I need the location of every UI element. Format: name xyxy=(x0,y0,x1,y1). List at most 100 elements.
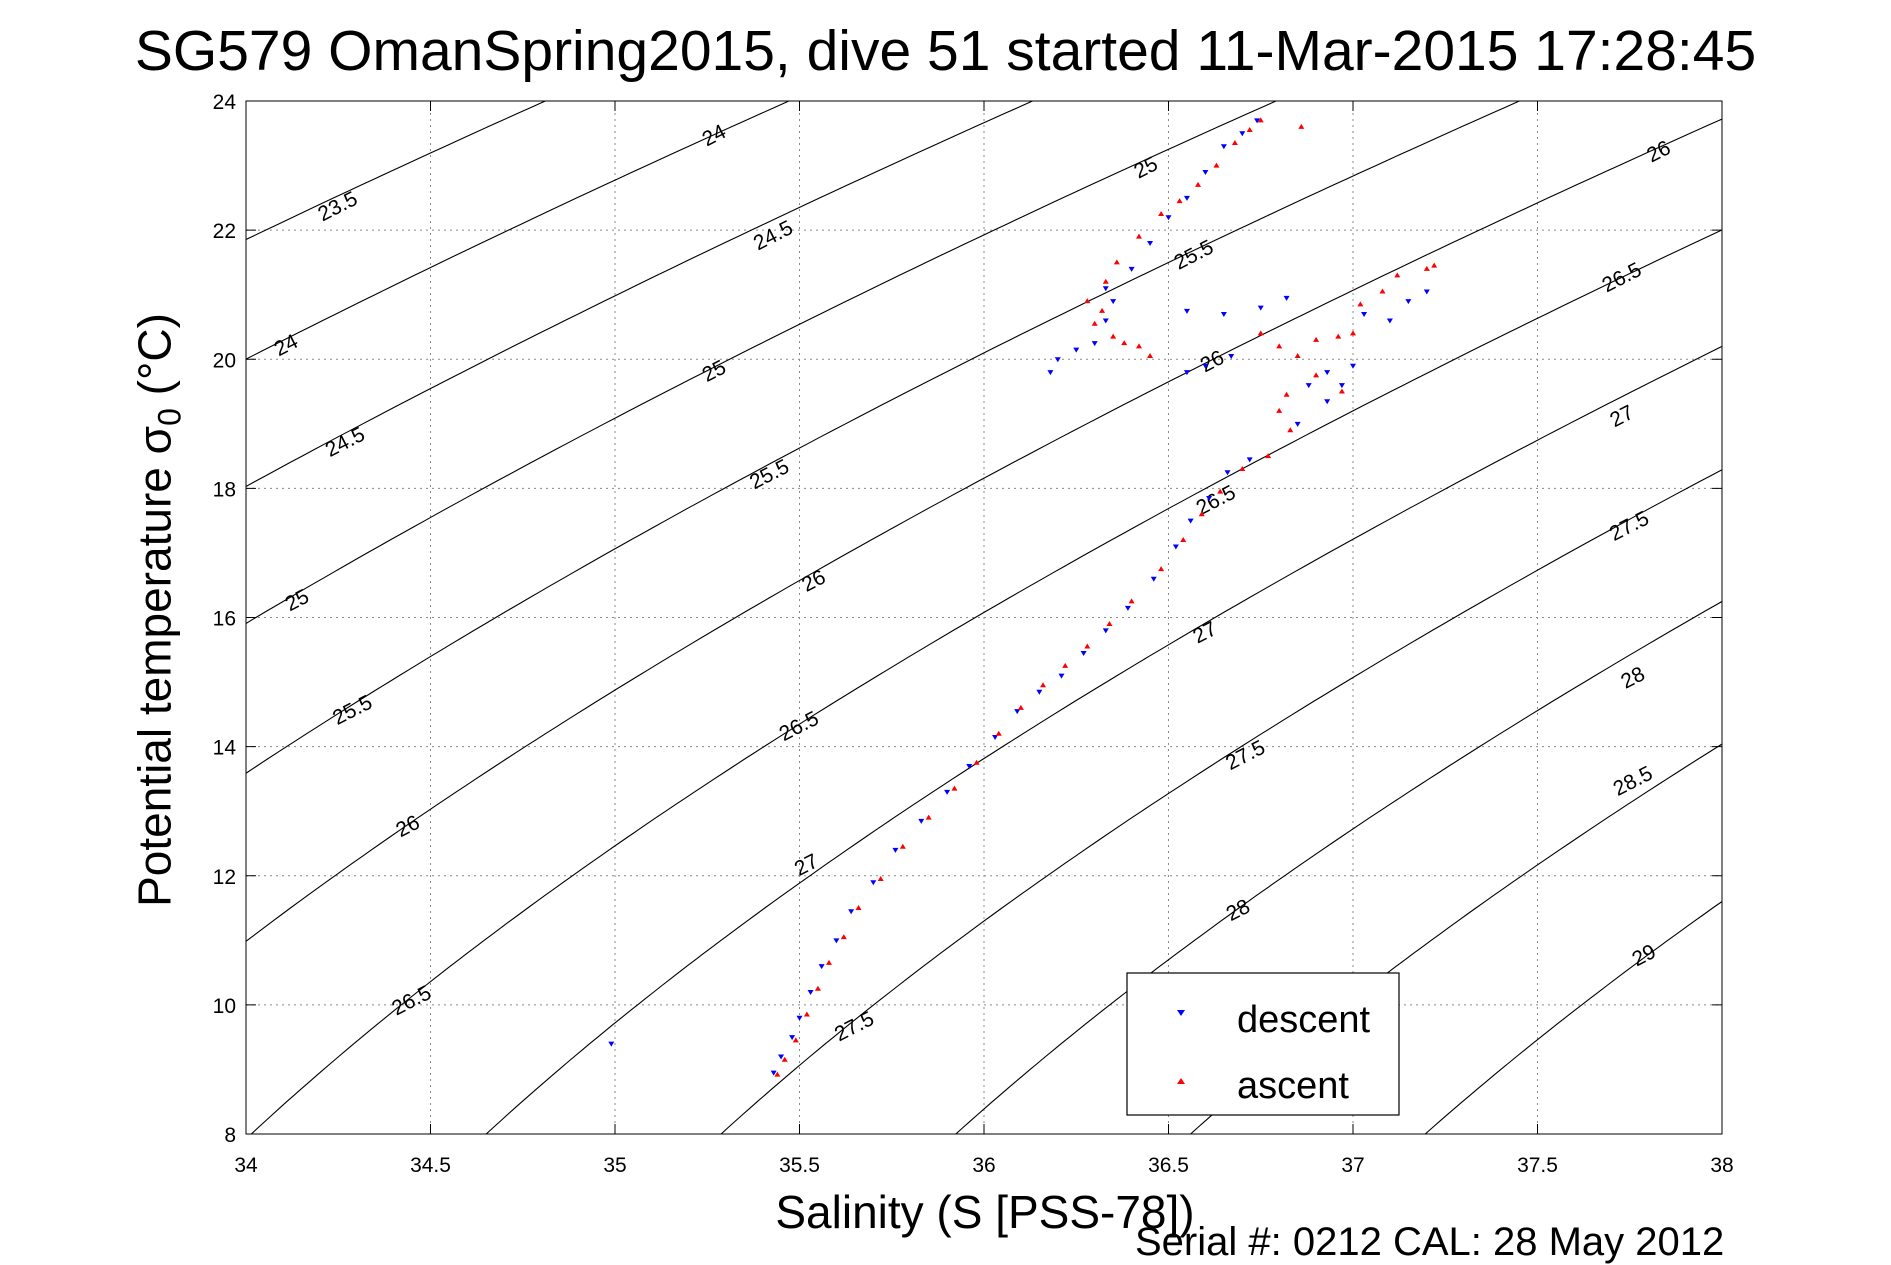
descent-point xyxy=(1150,576,1157,582)
x-tick-label: 36.5 xyxy=(1148,1154,1189,1177)
ascent-point xyxy=(1276,343,1283,349)
ascent-point xyxy=(951,785,958,791)
ascent-point xyxy=(1128,598,1135,604)
ascent-point xyxy=(855,905,862,911)
descent-point xyxy=(1014,709,1021,715)
ascent-point xyxy=(1110,333,1117,339)
descent-point xyxy=(1036,689,1043,695)
descent-point xyxy=(1147,241,1154,247)
descent-point xyxy=(1102,628,1109,634)
descent-point xyxy=(1054,357,1061,363)
descent-point xyxy=(789,1035,796,1041)
contour-labels: 24 23.5 24.5 25 25.5 26 26.5 24 25 24.5 25.5 26 26.5… xyxy=(271,120,1675,1046)
ascent-point xyxy=(1121,340,1128,346)
contour-label: 25.5 xyxy=(1170,236,1217,275)
sigma0-contour-line xyxy=(246,118,1722,942)
ascent-point xyxy=(1135,233,1142,239)
contour-label: 26 xyxy=(1197,346,1228,377)
descent-point xyxy=(1294,421,1301,427)
legend-descent-marker xyxy=(1177,1010,1185,1016)
y-tick-label: 20 xyxy=(213,349,236,372)
ascent-point xyxy=(1313,336,1320,342)
ascent-point xyxy=(803,1011,810,1017)
ascent-point xyxy=(781,1056,788,1062)
x-tick-label: 35.5 xyxy=(779,1154,820,1177)
ascent-point xyxy=(1298,123,1305,129)
descent-point xyxy=(1361,312,1368,318)
descent-point xyxy=(1165,215,1172,221)
ascent-point xyxy=(1217,488,1224,494)
descent-point xyxy=(1187,518,1194,524)
descent-point xyxy=(1047,370,1054,376)
ascent-point xyxy=(774,1071,781,1077)
descent-point xyxy=(608,1041,615,1047)
ascent-point xyxy=(1147,353,1154,359)
descent-point xyxy=(1257,305,1264,311)
descent-point xyxy=(1202,170,1209,176)
descent-point xyxy=(1124,605,1131,611)
y-axis-label-text: Potential temperature σ xyxy=(128,425,181,907)
ascent-point xyxy=(1294,353,1301,359)
legend-ascent-marker xyxy=(1177,1078,1185,1084)
contour-label: 26.5 xyxy=(1193,481,1240,520)
contour-label: 25 xyxy=(699,356,730,387)
ascent-point xyxy=(1106,620,1113,626)
serial-calibration-note: Serial #: 0212 CAL: 28 May 2012 xyxy=(1135,1220,1725,1264)
sigma0-contour-line xyxy=(246,101,1034,488)
descent-point xyxy=(992,734,999,740)
descent-point xyxy=(1338,383,1345,389)
ascent-point xyxy=(1350,330,1356,336)
ascent-point xyxy=(1394,272,1401,278)
contour-label: 27.5 xyxy=(1222,736,1269,775)
descent-point xyxy=(1246,457,1253,463)
ascent-point xyxy=(1084,298,1091,304)
descent-point xyxy=(1350,363,1356,369)
descent-point xyxy=(1324,370,1331,376)
ascent-point xyxy=(995,730,1002,736)
contour-label: 26 xyxy=(798,566,829,597)
ascent-point xyxy=(973,759,980,765)
sigma0-contour-line xyxy=(954,600,1722,1134)
y-tick-label: 16 xyxy=(213,608,236,631)
ascent-point xyxy=(1287,427,1294,433)
contour-label: 25.5 xyxy=(329,691,376,730)
descent-point xyxy=(966,763,973,769)
sigma0-contour-line xyxy=(246,101,547,241)
descent-point xyxy=(1102,286,1109,292)
ascent-point xyxy=(1313,372,1320,378)
x-tick-label: 34 xyxy=(234,1154,258,1177)
x-axis-label: Salinity (S [PSS-78]) xyxy=(775,1186,1195,1238)
sigma0-contour-line xyxy=(720,469,1722,1134)
ascent-point xyxy=(826,959,833,965)
ascent-point xyxy=(1040,682,1047,688)
x-tick-label: 36 xyxy=(972,1154,995,1177)
contour-label: 26.5 xyxy=(388,981,435,1020)
sigma0-contour-line xyxy=(246,101,1521,774)
ascent-point xyxy=(1431,262,1438,268)
ascent-point xyxy=(925,814,932,820)
descent-point xyxy=(870,880,877,886)
descent-point xyxy=(1183,195,1190,201)
x-tick-label: 35 xyxy=(603,1154,626,1177)
ascent-point xyxy=(1113,259,1120,265)
data-points xyxy=(608,117,1438,1077)
descent-point xyxy=(848,909,855,915)
descent-point xyxy=(1110,299,1117,305)
density-contours xyxy=(246,101,1722,1134)
x-tick-label: 37 xyxy=(1341,1154,1364,1177)
ascent-point xyxy=(1265,453,1272,459)
ascent-point xyxy=(1158,566,1165,572)
descent-point xyxy=(1183,308,1190,314)
x-tick-label: 37.5 xyxy=(1517,1154,1558,1177)
sigma0-contour-line xyxy=(485,345,1722,1134)
descent-point xyxy=(918,818,925,824)
ascent-point xyxy=(1084,643,1091,649)
y-axis-label: Potential temperature σ0 (°C) xyxy=(127,313,188,907)
ascent-point xyxy=(1423,265,1430,271)
descent-point xyxy=(1239,131,1246,137)
ascent-point xyxy=(1257,117,1264,123)
descent-point xyxy=(1423,289,1430,295)
axis-ticks: 34 34.5 35 35.5 36 36.5 37 37.5 38 8 10 12 14 16 18 20 2… xyxy=(213,91,1734,1177)
